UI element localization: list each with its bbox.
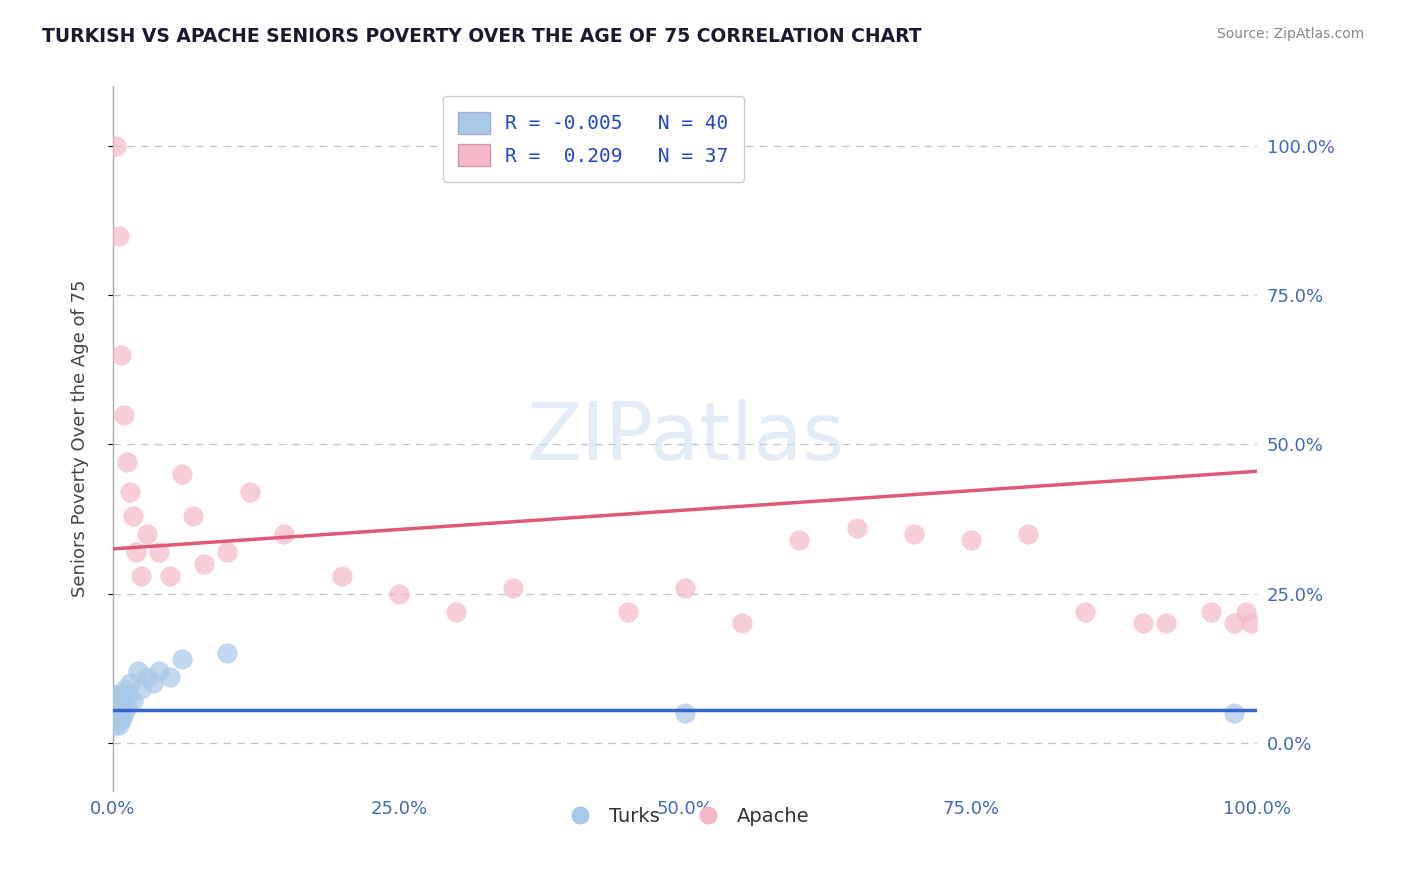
- Point: [108, 694, 131, 708]
- Point: [148, 545, 170, 559]
- Point: [273, 527, 295, 541]
- Point: [148, 665, 170, 679]
- Point: [1201, 605, 1223, 619]
- Y-axis label: Seniors Poverty Over the Age of 75: Seniors Poverty Over the Age of 75: [72, 280, 89, 598]
- Point: [104, 712, 127, 726]
- Point: [117, 688, 139, 702]
- Point: [112, 706, 135, 720]
- Point: [107, 228, 129, 243]
- Point: [110, 706, 132, 720]
- Point: [181, 509, 204, 524]
- Legend: Turks, Apache: Turks, Apache: [553, 799, 818, 834]
- Point: [103, 700, 125, 714]
- Point: [960, 533, 983, 547]
- Point: [107, 706, 129, 720]
- Point: [127, 665, 149, 679]
- Point: [217, 545, 239, 559]
- Point: [112, 408, 135, 422]
- Point: [1240, 616, 1263, 631]
- Point: [103, 706, 125, 720]
- Point: [125, 545, 148, 559]
- Point: [1223, 616, 1246, 631]
- Point: [731, 616, 754, 631]
- Point: [142, 676, 165, 690]
- Point: [104, 700, 127, 714]
- Point: [118, 485, 141, 500]
- Point: [107, 718, 129, 732]
- Point: [114, 682, 136, 697]
- Point: [136, 527, 159, 541]
- Point: [107, 688, 129, 702]
- Point: [115, 700, 138, 714]
- Point: [110, 348, 132, 362]
- Point: [502, 581, 524, 595]
- Point: [159, 568, 181, 582]
- Point: [104, 706, 127, 720]
- Point: [1074, 605, 1097, 619]
- Text: TURKISH VS APACHE SENIORS POVERTY OVER THE AGE OF 75 CORRELATION CHART: TURKISH VS APACHE SENIORS POVERTY OVER T…: [42, 27, 922, 45]
- Point: [103, 712, 125, 726]
- Point: [105, 718, 128, 732]
- Point: [107, 700, 129, 714]
- Point: [159, 670, 181, 684]
- Point: [1223, 706, 1246, 720]
- Point: [845, 521, 868, 535]
- Point: [673, 581, 696, 595]
- Point: [111, 700, 134, 714]
- Text: Source: ZipAtlas.com: Source: ZipAtlas.com: [1216, 27, 1364, 41]
- Point: [131, 568, 153, 582]
- Point: [105, 139, 128, 153]
- Point: [444, 605, 467, 619]
- Point: [103, 694, 125, 708]
- Point: [111, 712, 134, 726]
- Point: [388, 587, 411, 601]
- Point: [239, 485, 262, 500]
- Point: [122, 694, 145, 708]
- Point: [122, 509, 145, 524]
- Point: [107, 700, 129, 714]
- Point: [193, 557, 215, 571]
- Point: [217, 646, 239, 660]
- Point: [105, 694, 128, 708]
- Point: [104, 688, 127, 702]
- Text: ZIPatlas: ZIPatlas: [526, 400, 844, 477]
- Point: [170, 652, 193, 666]
- Point: [108, 712, 131, 726]
- Point: [107, 712, 129, 726]
- Point: [118, 676, 141, 690]
- Point: [1234, 605, 1257, 619]
- Point: [1017, 527, 1039, 541]
- Point: [136, 670, 159, 684]
- Point: [673, 706, 696, 720]
- Point: [112, 694, 135, 708]
- Point: [170, 467, 193, 482]
- Point: [1154, 616, 1177, 631]
- Point: [616, 605, 638, 619]
- Point: [330, 568, 353, 582]
- Point: [115, 455, 138, 469]
- Point: [903, 527, 925, 541]
- Point: [105, 706, 128, 720]
- Point: [789, 533, 811, 547]
- Point: [1132, 616, 1154, 631]
- Point: [110, 688, 132, 702]
- Point: [131, 682, 153, 697]
